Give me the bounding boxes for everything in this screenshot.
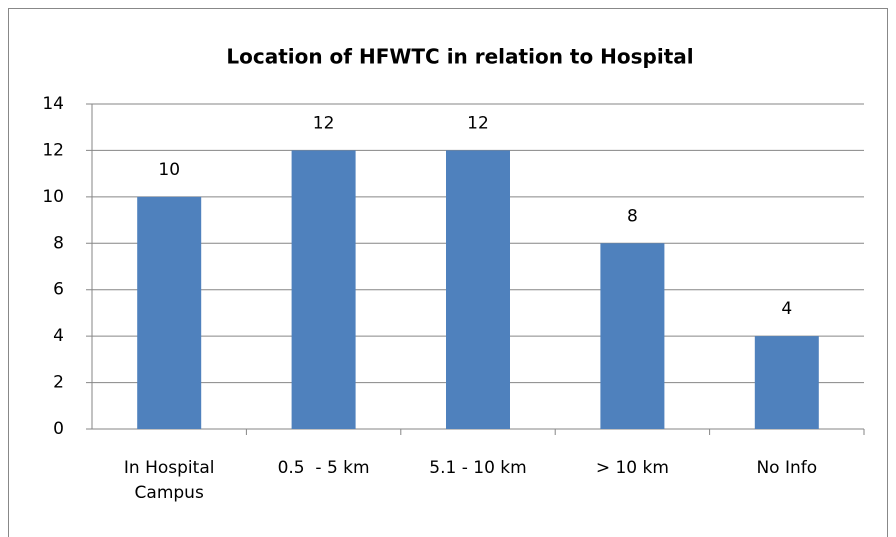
x-tick-label: In Hospital Campus — [123, 458, 220, 503]
bar — [600, 243, 665, 429]
y-tick-label: 0 — [53, 419, 64, 439]
data-label: 10 — [158, 160, 180, 180]
y-tick-label: 14 — [42, 94, 64, 114]
bar — [291, 150, 356, 429]
y-tick-label: 12 — [42, 140, 64, 160]
y-tick-label: 8 — [53, 233, 64, 253]
x-tick-label: 5.1 - 10 km — [429, 458, 527, 478]
bar — [137, 196, 202, 429]
data-label: 12 — [467, 113, 489, 133]
data-label: 4 — [781, 299, 792, 319]
chart-title: Location of HFWTC in relation to Hospita… — [226, 45, 693, 69]
y-tick-label: 2 — [53, 373, 64, 393]
y-tick-label: 4 — [53, 326, 64, 346]
x-tick-label: 0.5 - 5 km — [277, 458, 370, 478]
x-tick-label: > 10 km — [595, 458, 669, 478]
bar — [446, 150, 510, 429]
y-tick-label: 6 — [53, 280, 64, 300]
bar — [754, 336, 819, 429]
y-tick-label: 10 — [42, 187, 64, 207]
x-tick-label: No Info — [756, 458, 818, 478]
data-label: 12 — [313, 113, 335, 133]
data-label: 8 — [627, 206, 638, 226]
